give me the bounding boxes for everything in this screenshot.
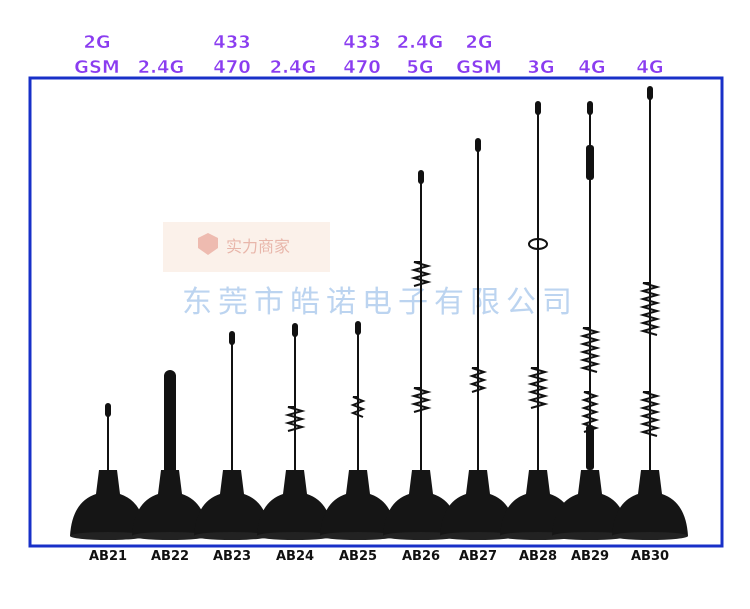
- band-label: 2G: [465, 32, 492, 53]
- base: [383, 470, 459, 536]
- coil: [284, 406, 306, 432]
- tip: [355, 321, 361, 335]
- tip: [229, 331, 235, 345]
- base-foot: [194, 532, 270, 540]
- model-label: AB23: [213, 549, 251, 564]
- coil: [639, 391, 661, 437]
- model-label: AB21: [89, 549, 127, 564]
- base-foot: [612, 532, 688, 540]
- model-label: AB28: [519, 549, 557, 564]
- badge-text: 实力商家: [226, 237, 290, 256]
- band-label: 3G: [527, 57, 554, 78]
- band-label: 2.4G: [397, 32, 444, 53]
- tip: [418, 170, 424, 184]
- coil: [410, 261, 432, 287]
- band-label: 4G: [578, 57, 605, 78]
- base: [440, 470, 516, 536]
- coil: [527, 367, 549, 409]
- band-label: 433: [213, 32, 251, 53]
- coil: [410, 387, 432, 413]
- company-watermark: 东莞市皓诺电子有限公司: [182, 285, 578, 320]
- band-label: 5G: [406, 57, 433, 78]
- base-foot: [70, 532, 146, 540]
- model-label: AB24: [276, 549, 314, 564]
- base-foot: [320, 532, 396, 540]
- band-label: 470: [213, 57, 251, 78]
- coil: [468, 367, 488, 393]
- base-foot: [132, 532, 208, 540]
- base: [70, 470, 146, 536]
- base-foot: [552, 532, 628, 540]
- badge-watermark: 实力商家: [163, 222, 330, 272]
- model-label: AB26: [402, 549, 440, 564]
- band-label: 433: [343, 32, 381, 53]
- coil: [639, 282, 661, 336]
- coil: [350, 396, 366, 418]
- base: [612, 470, 688, 536]
- tip: [105, 403, 111, 417]
- band-label: GSM: [456, 57, 502, 78]
- coil: [580, 391, 600, 433]
- sleeve: [586, 145, 594, 180]
- band-label: GSM: [74, 57, 120, 78]
- band-label: 2G: [83, 32, 110, 53]
- band-label: 2.4G: [138, 57, 185, 78]
- base-foot: [383, 532, 459, 540]
- band-label: 4G: [636, 57, 663, 78]
- model-label: AB22: [151, 549, 189, 564]
- model-label: AB25: [339, 549, 377, 564]
- band-label: 470: [343, 57, 381, 78]
- sleeve: [586, 425, 594, 470]
- base: [552, 470, 628, 536]
- base: [257, 470, 333, 536]
- tip: [647, 86, 653, 100]
- tip: [292, 323, 298, 337]
- base: [132, 470, 208, 536]
- base: [194, 470, 270, 536]
- band-label: 2.4G: [270, 57, 317, 78]
- base: [320, 470, 396, 536]
- base-foot: [257, 532, 333, 540]
- tip: [535, 101, 541, 115]
- model-label: AB30: [631, 549, 669, 564]
- model-label: AB29: [571, 549, 609, 564]
- model-label: AB27: [459, 549, 497, 564]
- antennas: 2G GSM AB21 2.4G AB22 433 470 AB23 2.4G AB24 433 47…: [70, 32, 688, 564]
- tip: [587, 101, 593, 115]
- coil: [579, 327, 601, 373]
- whip: [164, 370, 176, 480]
- loop: [528, 238, 548, 250]
- tip: [475, 138, 481, 152]
- frame: [28, 76, 724, 548]
- base-foot: [440, 532, 516, 540]
